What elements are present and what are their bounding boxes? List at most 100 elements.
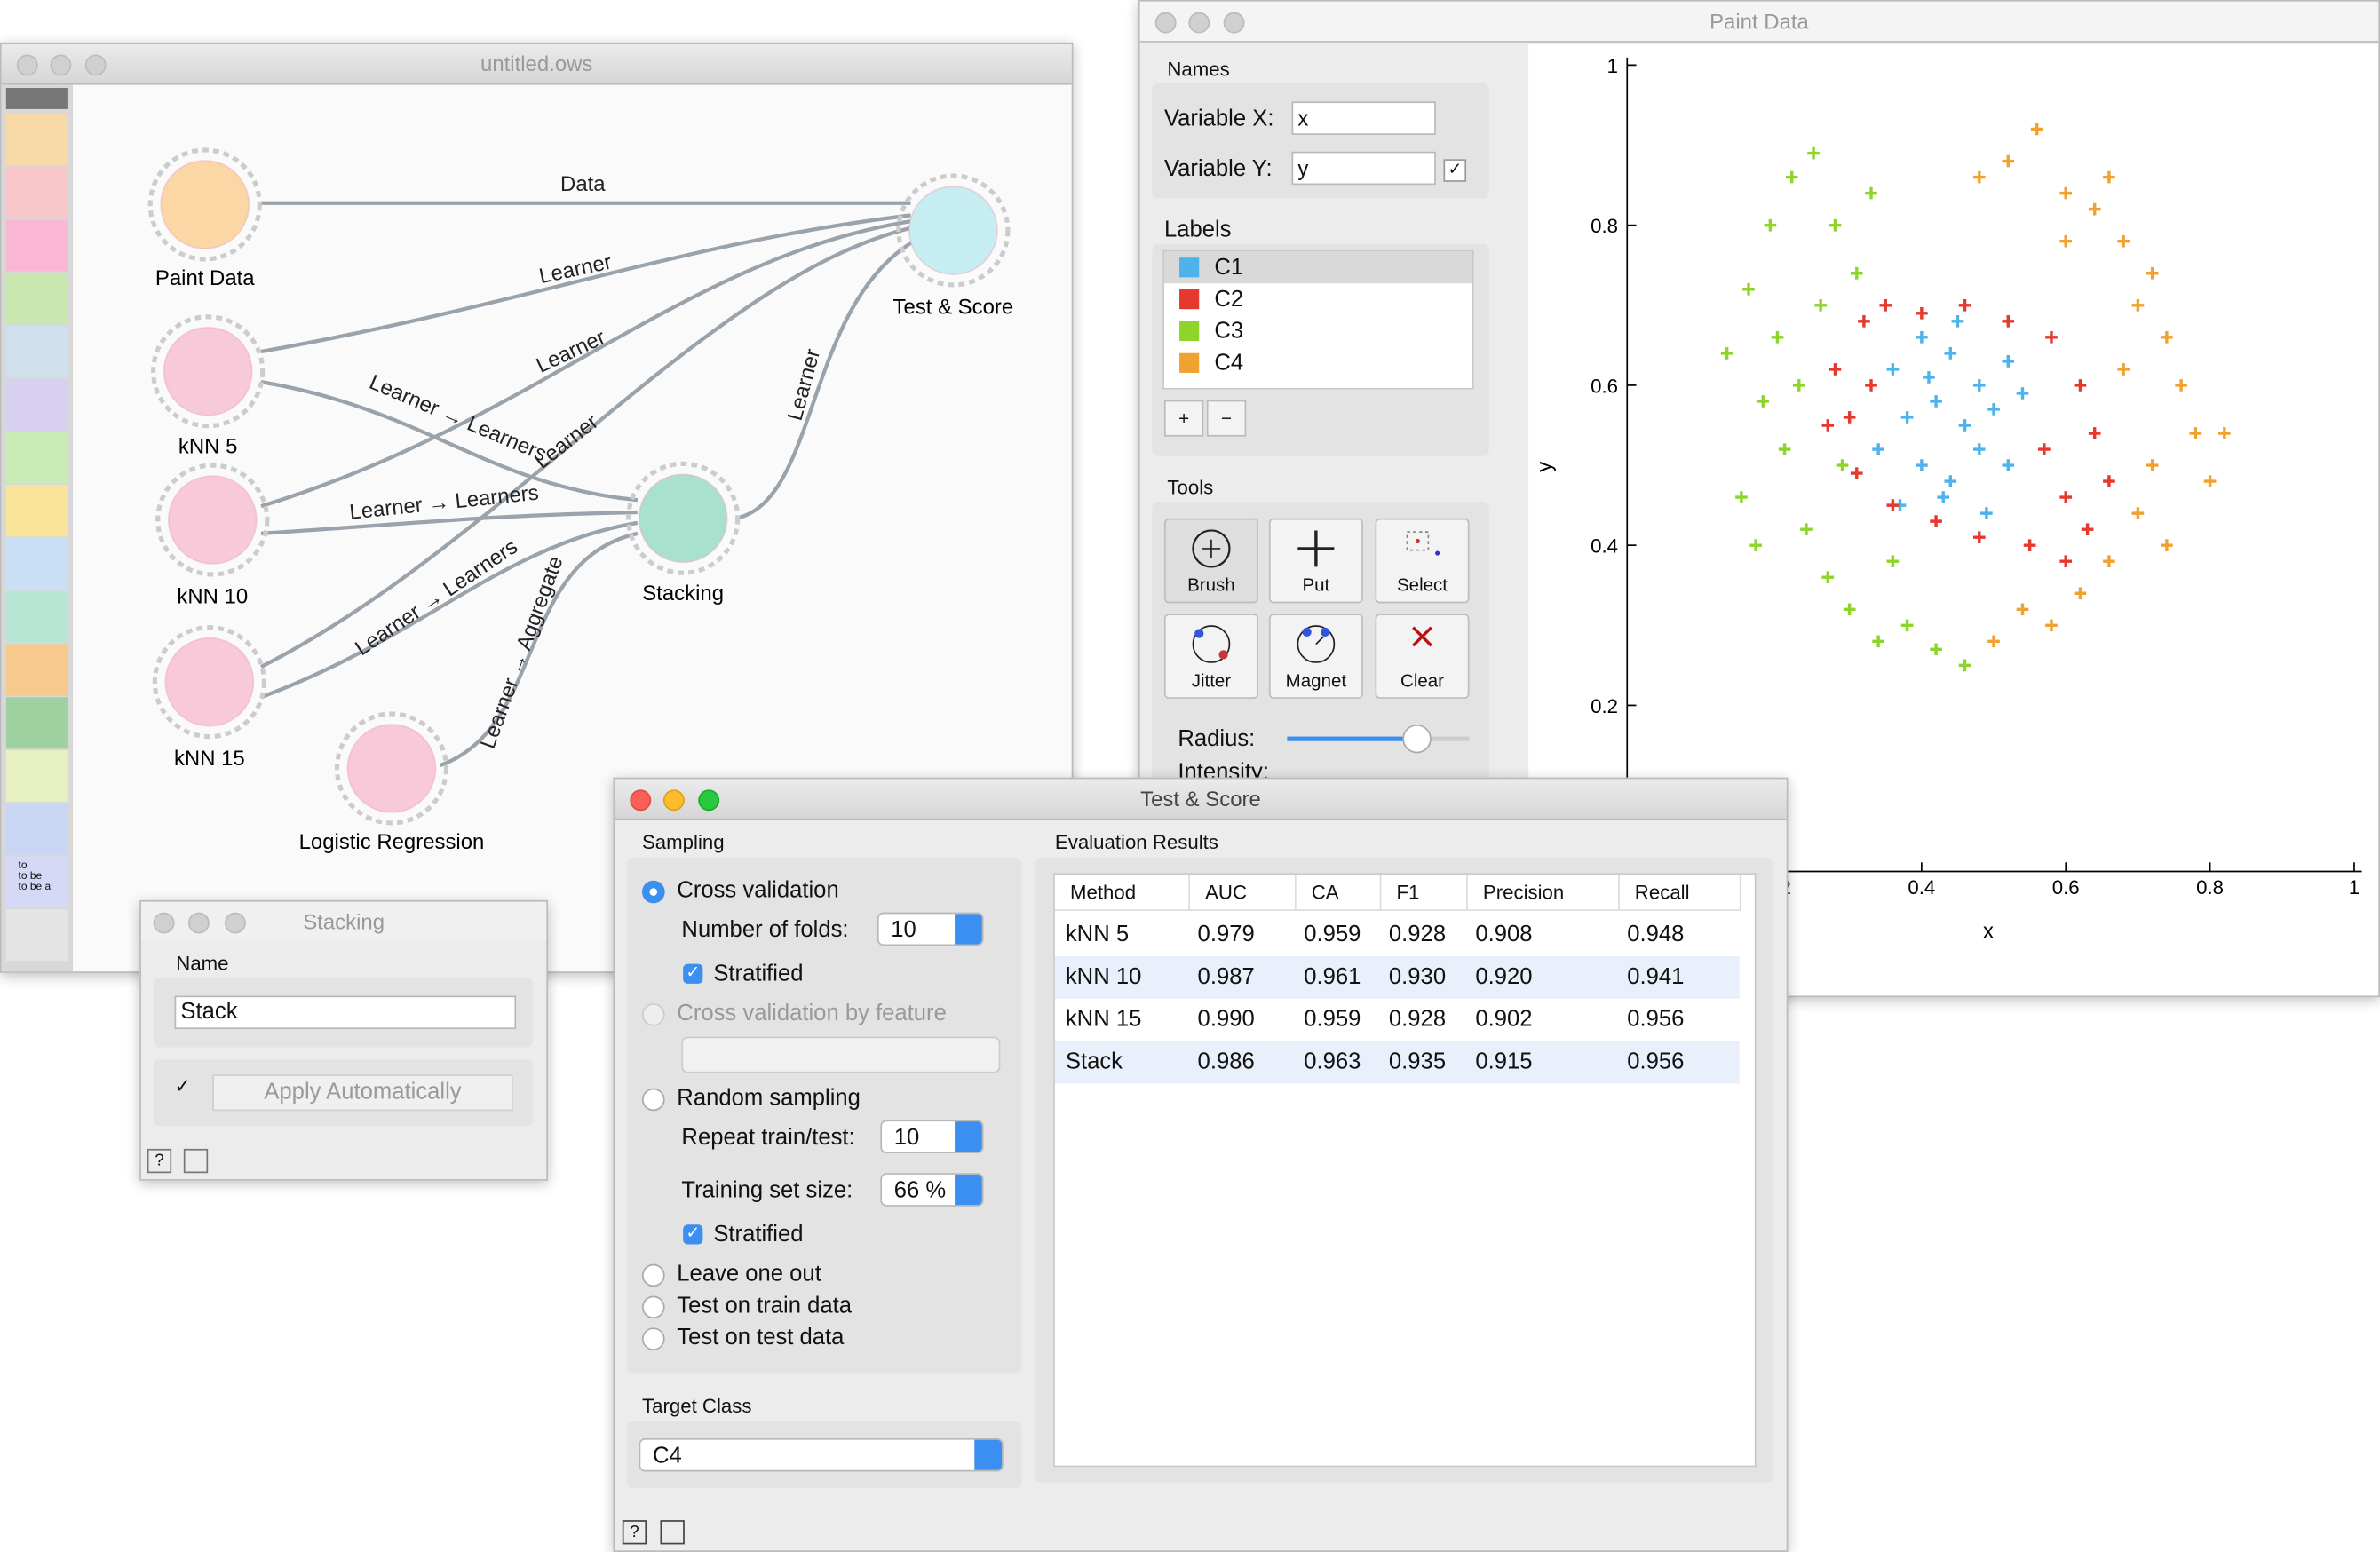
point: [1836, 459, 1849, 471]
point: [1829, 363, 1842, 376]
close-button[interactable]: [153, 912, 175, 934]
category-icon[interactable]: [5, 749, 68, 803]
y-tick-label: 1: [1607, 55, 1618, 77]
tool-button[interactable]: Magnet: [1268, 614, 1363, 699]
target-class-combo[interactable]: C4: [639, 1437, 1004, 1472]
tool-button[interactable]: Select: [1375, 518, 1470, 604]
category-icon[interactable]: [5, 697, 68, 749]
table-cell: 0.956: [1627, 1006, 1685, 1033]
checkbox[interactable]: ✓: [683, 963, 703, 984]
add-button[interactable]: +: [1163, 400, 1204, 437]
point: [1720, 347, 1733, 360]
zoom-button[interactable]: [698, 789, 720, 812]
category-icon[interactable]: [5, 644, 68, 696]
minimize-button[interactable]: [1188, 12, 1210, 34]
table-cell: 0.963: [1304, 1049, 1361, 1075]
radio-button[interactable]: [641, 1003, 665, 1026]
label-color: [1179, 289, 1200, 310]
label-name: C3: [1214, 318, 1244, 344]
table-cell: 0.959: [1304, 921, 1361, 947]
radio-button[interactable]: [641, 1263, 665, 1287]
radio-button[interactable]: [641, 1327, 665, 1350]
option-label: Cross validation: [677, 877, 839, 904]
checkbox[interactable]: ✓: [174, 1074, 192, 1097]
checkbox[interactable]: ✓: [1443, 159, 1467, 182]
y-tick-label: 0.8: [1591, 215, 1618, 237]
node[interactable]: [160, 160, 250, 249]
folds-spinbox[interactable]: 10: [877, 912, 984, 946]
toolbox-toggle[interactable]: [5, 88, 68, 109]
label: Number of folds:: [681, 916, 849, 943]
feature-combo[interactable]: [681, 1036, 1001, 1073]
radio-button[interactable]: [641, 880, 665, 904]
node[interactable]: [167, 475, 258, 565]
tool-button[interactable]: Put: [1268, 518, 1363, 604]
zoom-button[interactable]: [84, 54, 107, 76]
help-button[interactable]: ?: [147, 1148, 172, 1174]
minimize-button[interactable]: [662, 789, 685, 812]
close-button[interactable]: [16, 54, 38, 76]
radio-button[interactable]: [641, 1088, 665, 1112]
help-button[interactable]: ?: [622, 1520, 647, 1545]
table-cell: kNN 5: [1065, 921, 1130, 947]
report-button[interactable]: [183, 1148, 209, 1174]
name-input[interactable]: Stack: [174, 995, 517, 1030]
category-icon[interactable]: [5, 273, 68, 325]
point: [1807, 146, 1820, 160]
text-category-icon[interactable]: to to be to be a: [5, 856, 68, 908]
checkbox[interactable]: ✓: [683, 1224, 703, 1245]
results-table: Method AUC CA F1 Precision Recall kNN 5 0.979 0.…: [1053, 873, 1757, 1468]
minimize-button[interactable]: [187, 912, 210, 934]
point: [1742, 282, 1755, 296]
close-button[interactable]: [1154, 12, 1177, 34]
category-icon[interactable]: [5, 590, 68, 643]
node[interactable]: [164, 637, 255, 727]
category-icon[interactable]: [5, 909, 68, 962]
point: [1987, 403, 2000, 416]
label: Repeat train/test:: [681, 1124, 855, 1151]
link-label: Learner → Aggregate: [476, 553, 568, 752]
point: [2074, 587, 2087, 600]
point: [2081, 523, 2094, 535]
close-button[interactable]: [630, 789, 652, 812]
repeat-spinbox[interactable]: 10: [880, 1120, 984, 1154]
table-row: [1054, 956, 1740, 999]
label-item: C3: [1164, 315, 1472, 347]
point: [1735, 491, 1748, 503]
window-title: Test & Score: [1140, 786, 1261, 812]
radio-button[interactable]: [641, 1295, 665, 1319]
category-icon[interactable]: [5, 432, 68, 484]
zoom-button[interactable]: [224, 912, 246, 934]
report-button[interactable]: [660, 1520, 685, 1545]
apply-button[interactable]: Apply Automatically: [212, 1074, 513, 1112]
category-icon[interactable]: [5, 485, 68, 537]
table-cell: 0.908: [1475, 921, 1533, 947]
node[interactable]: [346, 724, 437, 813]
node-label: Logistic Regression: [299, 830, 485, 854]
table-cell: 0.986: [1197, 1049, 1255, 1075]
category-icon[interactable]: [5, 537, 68, 590]
tool-button[interactable]: Jitter: [1163, 614, 1258, 699]
table-cell: 0.930: [1388, 963, 1447, 990]
node[interactable]: [908, 186, 998, 275]
category-icon[interactable]: [5, 114, 68, 166]
minimize-button[interactable]: [50, 54, 72, 76]
toolbox: to to be to be a: [1, 84, 74, 972]
variable-y-input[interactable]: y: [1291, 151, 1436, 186]
category-icon[interactable]: [5, 219, 68, 272]
category-icon[interactable]: [5, 803, 68, 855]
radius-slider[interactable]: [1287, 724, 1470, 754]
zoom-button[interactable]: [1223, 12, 1245, 34]
tool-button[interactable]: Brush: [1163, 518, 1258, 604]
variable-x-input[interactable]: x: [1291, 101, 1436, 135]
point: [2175, 379, 2187, 392]
category-icon[interactable]: [5, 378, 68, 431]
training-size-spinbox[interactable]: 66 %: [880, 1173, 984, 1207]
stacking-window: Stacking Name Stack ✓ Apply Automaticall…: [139, 899, 549, 1181]
category-icon[interactable]: [5, 166, 68, 218]
node[interactable]: [638, 473, 728, 564]
tool-button[interactable]: Clear: [1375, 614, 1470, 699]
category-icon[interactable]: [5, 326, 68, 378]
remove-button[interactable]: −: [1206, 400, 1247, 437]
node[interactable]: [163, 326, 253, 416]
